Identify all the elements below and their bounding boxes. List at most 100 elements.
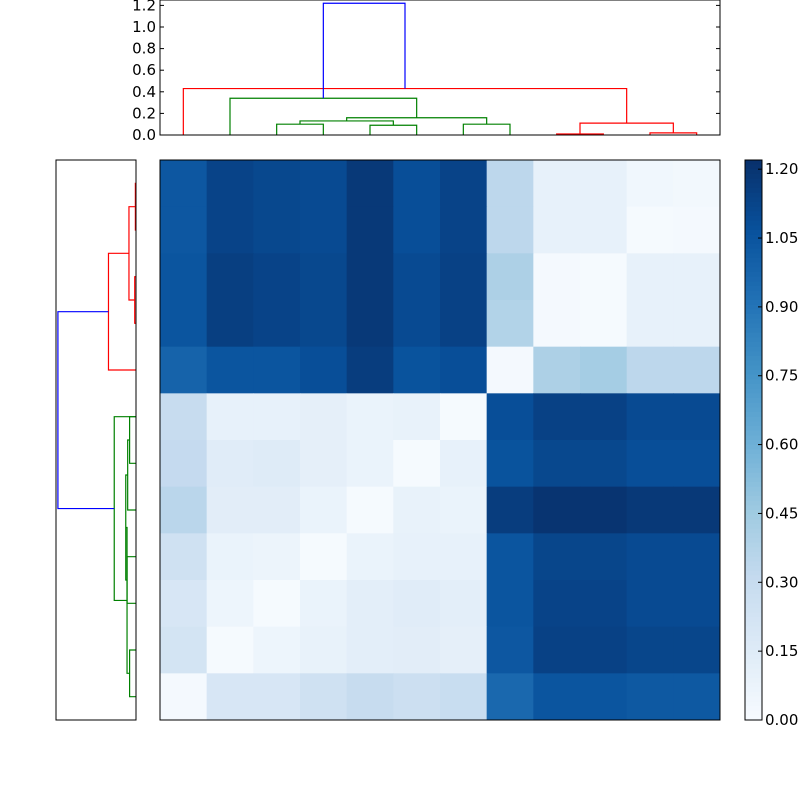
colorbar-gradient-band <box>745 430 762 436</box>
heatmap-cell <box>393 253 441 301</box>
heatmap-cell <box>486 300 534 348</box>
heatmap-cell <box>533 533 581 581</box>
heatmap-cell <box>533 346 581 394</box>
heatmap-cell <box>626 253 674 301</box>
heatmap-cell <box>440 160 488 208</box>
heatmap-cell <box>300 673 348 721</box>
heatmap-cell <box>486 626 534 674</box>
heatmap-cell <box>206 486 254 534</box>
heatmap-cell <box>253 206 301 254</box>
colorbar-gradient-band <box>745 356 762 362</box>
heatmap-cell <box>160 300 208 348</box>
colorbar-gradient-band <box>745 594 762 600</box>
colorbar-gradient-band <box>745 286 762 292</box>
colorbar-gradient-band <box>745 220 762 226</box>
colorbar-gradient-band <box>745 412 762 418</box>
heatmap-cell <box>393 440 441 488</box>
colorbar-gradient-band <box>745 323 762 329</box>
heatmap-cell <box>346 626 394 674</box>
heatmap-cell <box>486 533 534 581</box>
heatmap-cell <box>580 486 628 534</box>
heatmap-cell <box>673 346 721 394</box>
heatmap-cell <box>346 673 394 721</box>
colorbar-gradient-band <box>745 645 762 651</box>
colorbar-gradient-band <box>745 253 762 259</box>
colorbar-gradient-band <box>745 314 762 320</box>
colorbar-gradient-band <box>745 486 762 492</box>
colorbar-gradient-band <box>745 454 762 460</box>
left-dendrogram <box>55 159 137 721</box>
colorbar-gradient-band <box>745 304 762 310</box>
heatmap-cell <box>346 533 394 581</box>
colorbar-gradient-band <box>745 272 762 278</box>
colorbar-gradient-band <box>745 398 762 404</box>
heatmap-cell <box>253 160 301 208</box>
colorbar-gradient-band <box>745 290 762 296</box>
colorbar-gradient-band <box>745 234 762 240</box>
colorbar-gradient-band <box>745 584 762 590</box>
colorbar-gradient-band <box>745 706 762 712</box>
colorbar-gradient-band <box>745 178 762 184</box>
colorbar-gradient-band <box>745 248 762 254</box>
colorbar-gradient-band <box>745 482 762 488</box>
heatmap-cell <box>673 533 721 581</box>
colorbar-gradient-band <box>745 542 762 548</box>
colorbar-gradient-band <box>745 528 762 534</box>
colorbar-gradient-band <box>745 258 762 264</box>
heatmap-cell <box>626 673 674 721</box>
heatmap-cell <box>346 300 394 348</box>
heatmap-cell <box>486 673 534 721</box>
colorbar-gradient-band <box>745 589 762 595</box>
left-dendrogram-frame <box>55 159 137 721</box>
colorbar-gradient-band <box>745 435 762 441</box>
colorbar-gradient-band <box>745 360 762 366</box>
heatmap-cell <box>673 300 721 348</box>
heatmap-cell <box>673 253 721 301</box>
colorbar-tick-label: 0.30 <box>765 573 798 591</box>
top-dendrogram-frame <box>159 0 721 136</box>
colorbar-gradient-band <box>745 444 762 450</box>
heatmap-cell <box>206 300 254 348</box>
colorbar-tick-label: 1.20 <box>765 160 798 178</box>
heatmap-cell <box>533 626 581 674</box>
heatmap-cell <box>393 626 441 674</box>
colorbar-gradient-band <box>745 477 762 483</box>
colorbar-gradient-band <box>745 547 762 553</box>
heatmap-cell <box>253 533 301 581</box>
y-tick-label: 1.2 <box>132 0 156 14</box>
colorbar-gradient-band <box>745 533 762 539</box>
colorbar-tick-label: 0.15 <box>765 642 798 660</box>
colorbar-gradient-band <box>745 458 762 464</box>
colorbar-gradient-band <box>745 514 762 520</box>
heatmap-cell <box>160 206 208 254</box>
colorbar-tick-label: 0.45 <box>765 504 798 522</box>
heatmap-cell <box>440 393 488 441</box>
heatmap-cell <box>486 486 534 534</box>
heatmap-cell <box>533 160 581 208</box>
colorbar-gradient-band <box>745 239 762 245</box>
colorbar-gradient-band <box>745 300 762 306</box>
heatmap-cell <box>440 673 488 721</box>
heatmap-cell <box>253 626 301 674</box>
colorbar-gradient-band <box>745 318 762 324</box>
heatmap-cell <box>533 486 581 534</box>
heatmap-cell <box>580 160 628 208</box>
heatmap-cell <box>393 346 441 394</box>
colorbar-gradient-band <box>745 351 762 357</box>
colorbar-gradient-band <box>745 262 762 268</box>
heatmap-cell <box>160 533 208 581</box>
heatmap-cell <box>440 300 488 348</box>
colorbar-gradient-band <box>745 636 762 642</box>
heatmap-cell <box>533 440 581 488</box>
colorbar-gradient-band <box>745 276 762 282</box>
colorbar-gradient-band <box>745 622 762 628</box>
colorbar-gradient-band <box>745 267 762 273</box>
colorbar-gradient-band <box>745 598 762 604</box>
colorbar-gradient-band <box>745 701 762 707</box>
heatmap-cell <box>253 253 301 301</box>
heatmap-cell <box>626 393 674 441</box>
heatmap-cell <box>346 486 394 534</box>
y-tick-label: 0.0 <box>132 126 156 144</box>
heatmap-cell <box>346 160 394 208</box>
